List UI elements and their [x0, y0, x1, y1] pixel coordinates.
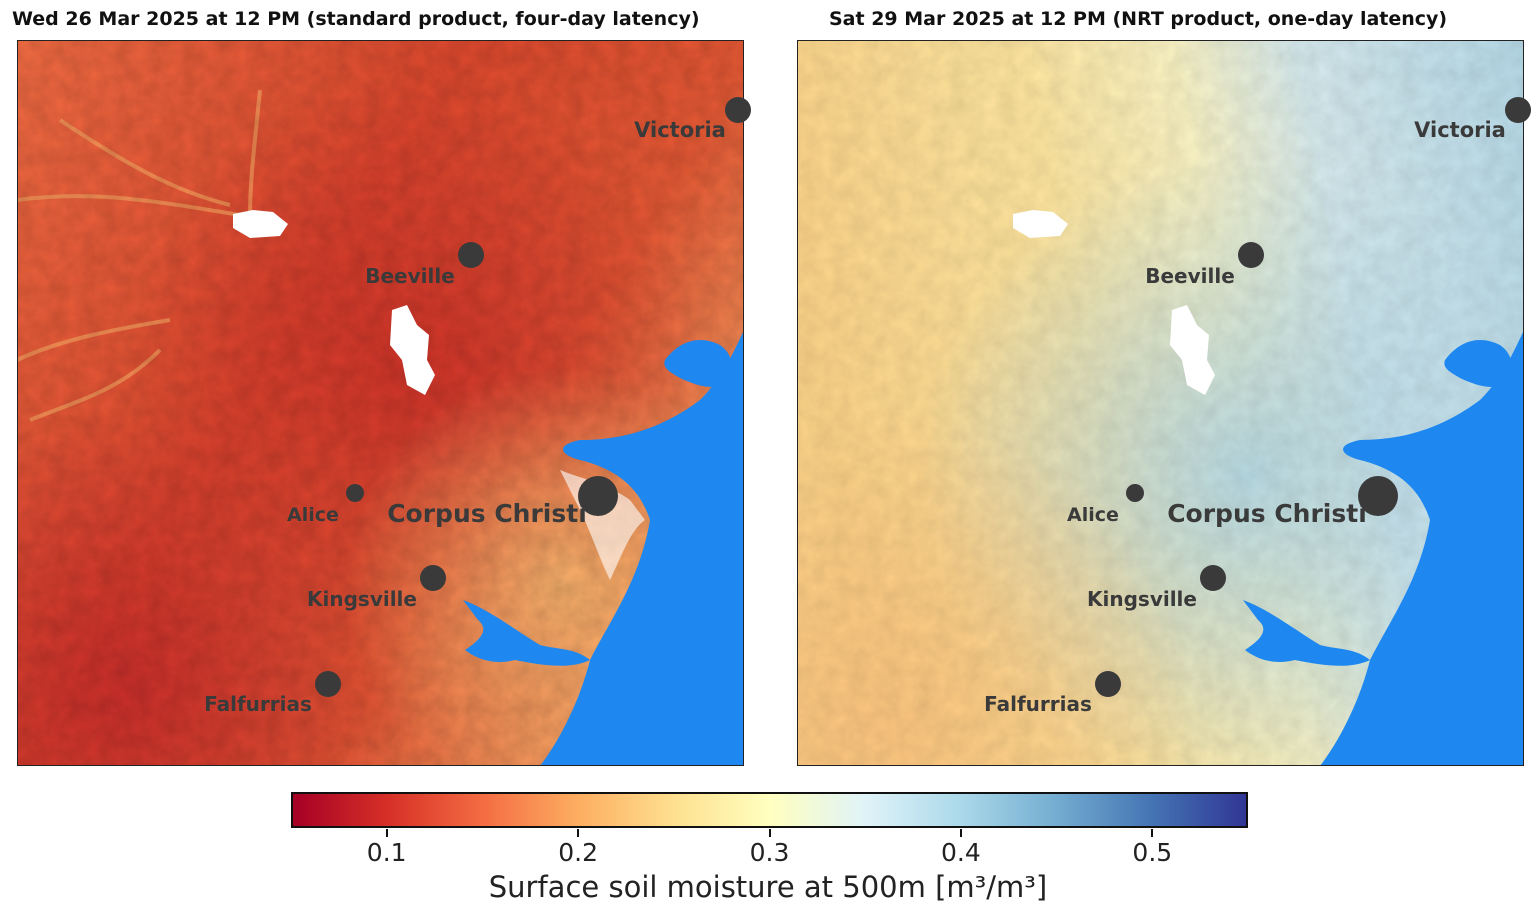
colorbar-tick: [768, 829, 771, 837]
water-gulf: [1320, 330, 1524, 766]
colorbar-tick-label: 0.4: [941, 838, 981, 867]
city-label: Falfurrias: [204, 692, 312, 716]
city-marker: [1358, 476, 1398, 516]
city-label: Victoria: [634, 118, 726, 142]
city-marker: [420, 565, 446, 591]
colorbar-label: Surface soil moisture at 500m [m³/m³]: [488, 870, 1048, 904]
panel-title-right: Sat 29 Mar 2025 at 12 PM (NRT product, o…: [829, 8, 1448, 30]
water-gulf: [540, 330, 744, 766]
city-label: Beeville: [365, 264, 455, 288]
city-marker: [725, 97, 751, 123]
no-data-patch: [390, 305, 435, 395]
city-marker: [1095, 671, 1121, 697]
map-right: [797, 40, 1524, 766]
city-label: Corpus Christi: [387, 499, 587, 528]
colorbar-tick-label: 0.1: [366, 838, 407, 867]
colorbar-tick: [959, 829, 962, 837]
cities-right: Victoria Beeville Alice Corpus Christi Kings…: [984, 97, 1531, 716]
cities-left: Victoria Beeville Alice Corpus Christi Kings…: [204, 97, 751, 716]
map-left: [17, 40, 744, 766]
city-marker: [458, 242, 484, 268]
colorbar-tick: [1151, 829, 1154, 837]
colorbar-tick-label: 0.2: [558, 838, 598, 867]
colorbar: [291, 792, 1248, 828]
city-label: Kingsville: [307, 587, 417, 611]
colorbar-tick-label: 0.5: [1132, 838, 1173, 867]
no-data-patch: [1170, 305, 1215, 395]
no-data-patch: [1013, 210, 1068, 238]
city-label: Corpus Christi: [1167, 499, 1367, 528]
city-marker: [1238, 242, 1264, 268]
panel-title-left: Wed 26 Mar 2025 at 12 PM (standard produ…: [12, 8, 700, 30]
water-bay: [664, 340, 732, 388]
colorbar-tick: [577, 829, 580, 837]
water-bay: [1444, 340, 1512, 388]
city-marker: [346, 484, 364, 502]
city-label: Victoria: [1414, 118, 1506, 142]
no-data-patch: [233, 210, 288, 238]
city-marker: [1200, 565, 1226, 591]
colorbar-tick-label: 0.3: [749, 838, 790, 867]
city-marker: [578, 476, 618, 516]
city-marker: [1126, 484, 1144, 502]
city-label: Alice: [287, 504, 339, 526]
city-label: Alice: [1067, 504, 1119, 526]
city-marker: [315, 671, 341, 697]
water-baffin-bay: [1243, 600, 1370, 666]
city-label: Beeville: [1145, 264, 1235, 288]
water-baffin-bay: [463, 600, 590, 666]
colorbar-tick: [385, 829, 388, 837]
city-label: Falfurrias: [984, 692, 1092, 716]
city-marker: [1505, 97, 1531, 123]
city-label: Kingsville: [1087, 587, 1197, 611]
